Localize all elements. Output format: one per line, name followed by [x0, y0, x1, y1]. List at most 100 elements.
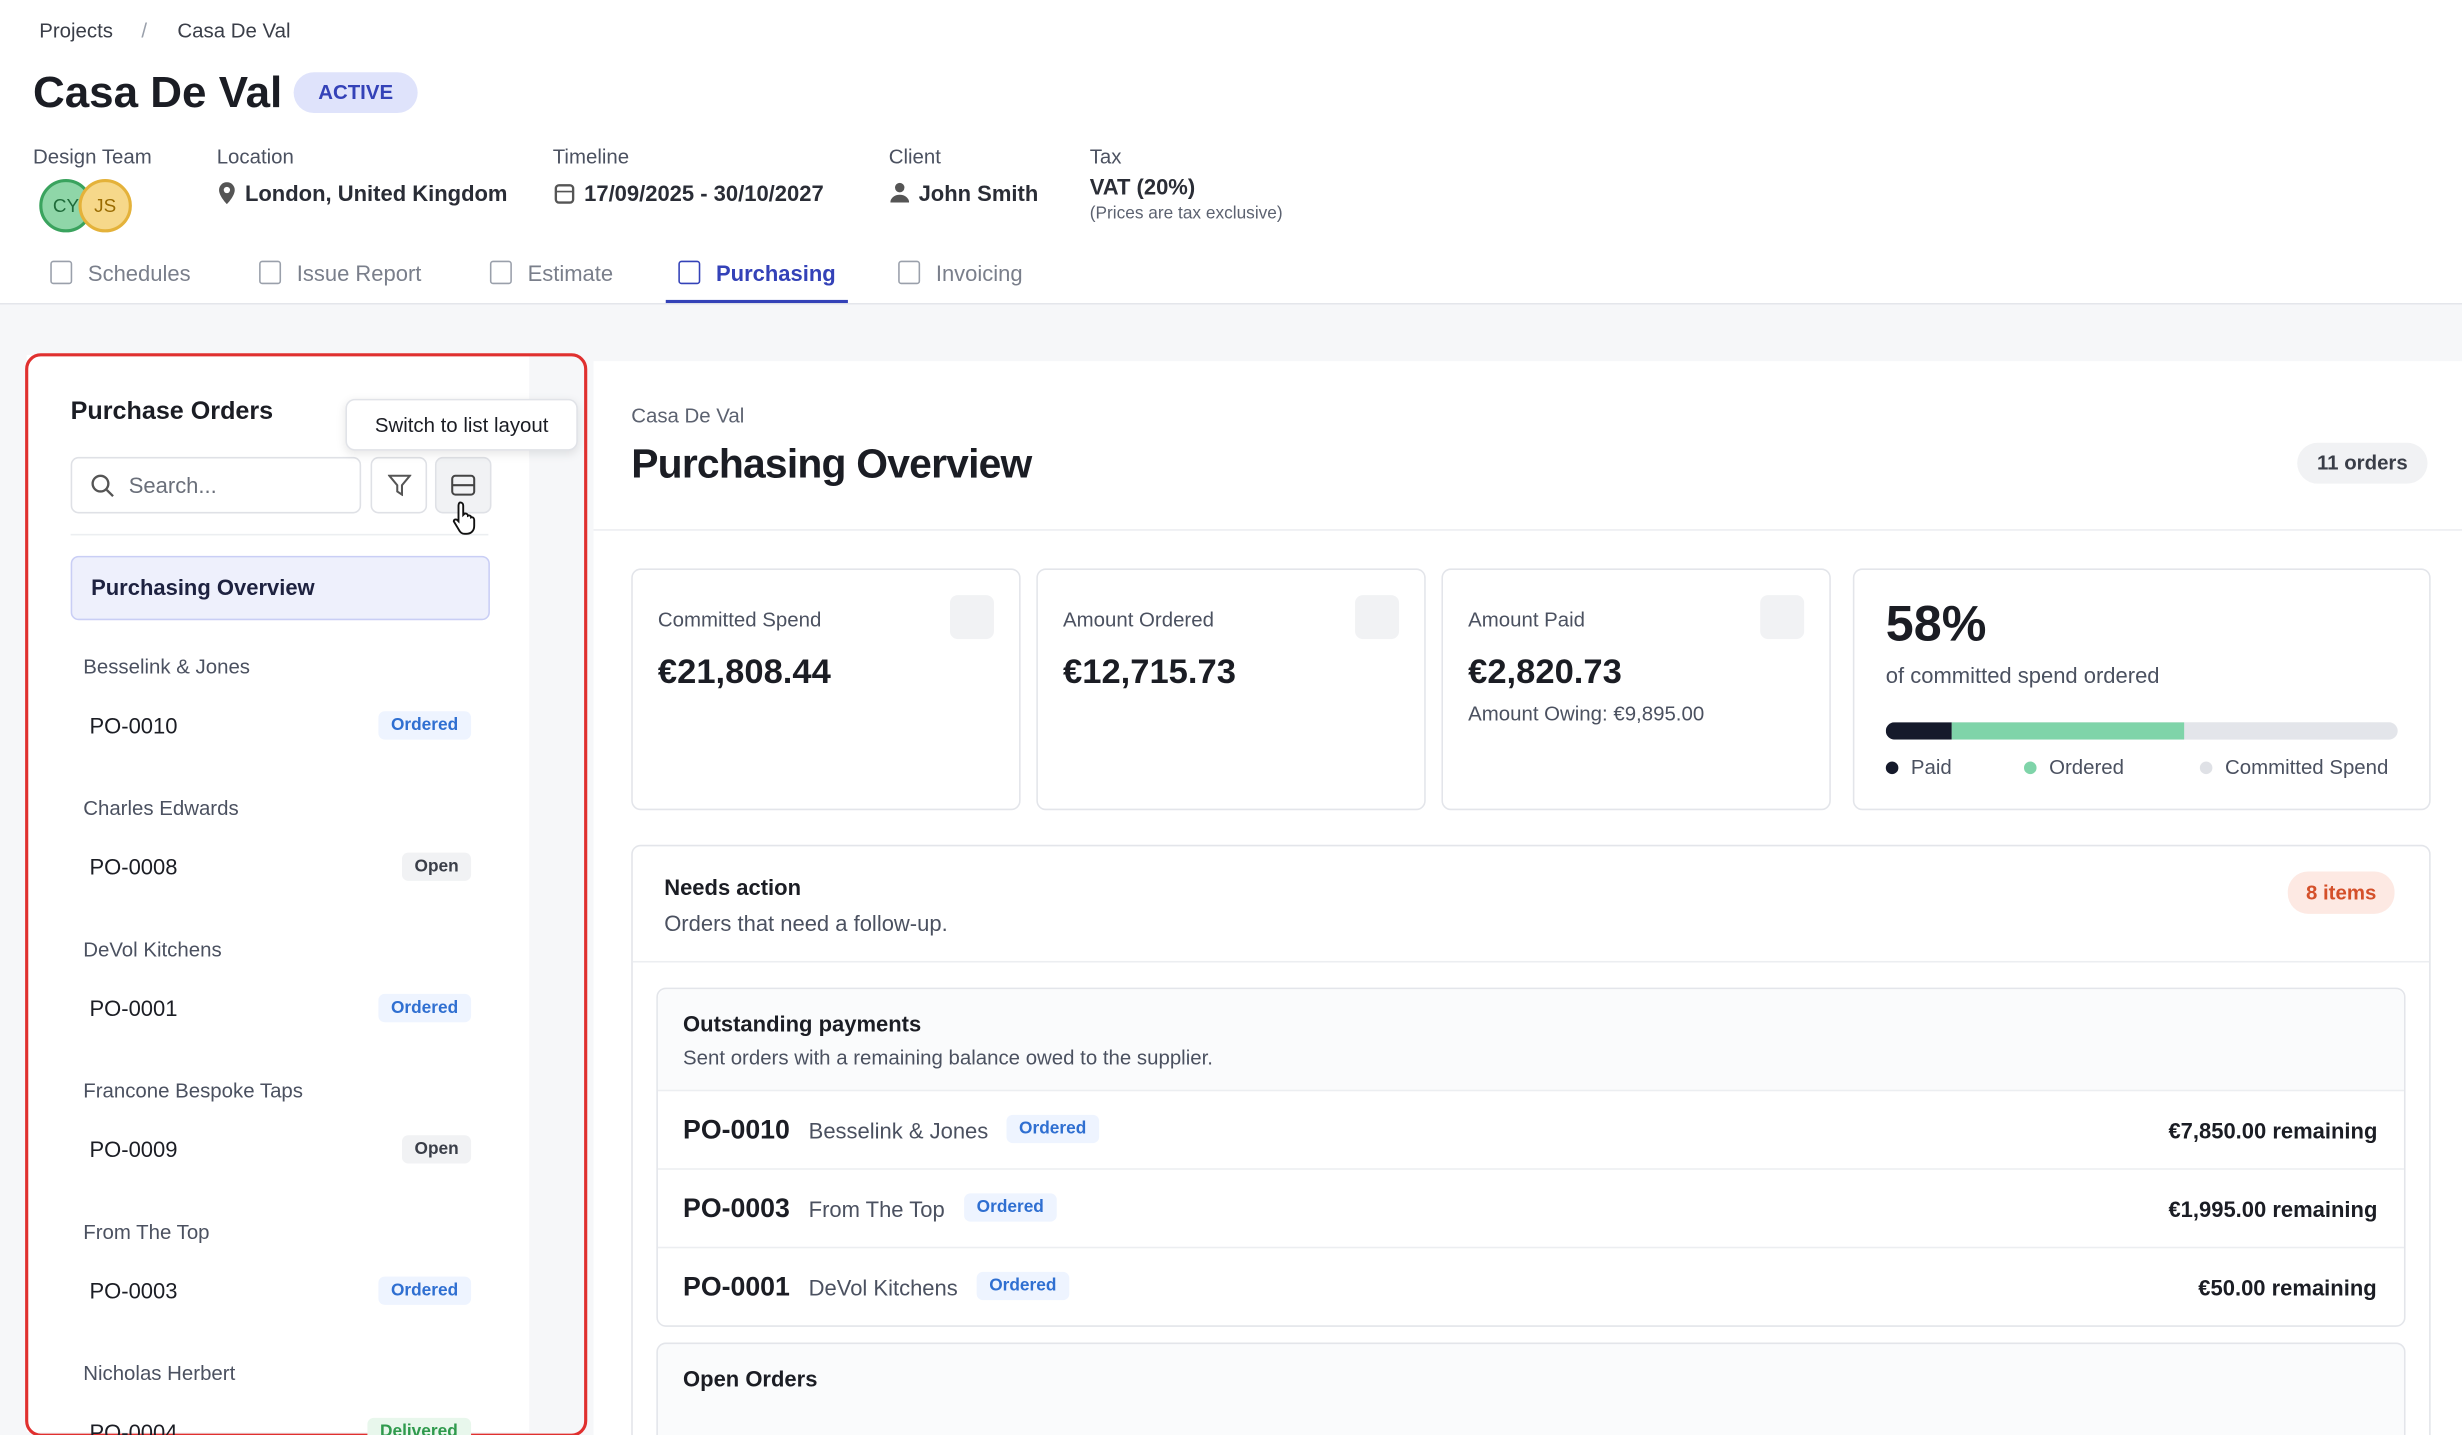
breadcrumb-item[interactable]: Projects [39, 18, 114, 43]
remaining: €1,995.00 remaining [2168, 1196, 2378, 1222]
section-title: Needs action [664, 874, 802, 900]
supplier-name: Besselink & Jones [83, 654, 251, 679]
card-note: Amount Owing: €9,895.00 [1468, 701, 1705, 726]
pin-icon [219, 182, 235, 205]
tab-icon [259, 260, 282, 285]
layout-icon [451, 474, 476, 496]
order-count: 11 orders [2297, 442, 2428, 484]
person-icon [890, 182, 910, 203]
tab-icon [898, 260, 921, 285]
stat-card: Committed Spend €21,808.44 [631, 568, 1021, 811]
supplier-name: DeVol Kitchens [808, 1275, 958, 1301]
divider [632, 960, 2430, 963]
sidebar-title: Purchase Orders [70, 398, 274, 426]
section-title: Outstanding payments [683, 1011, 922, 1037]
legend-dot [2199, 761, 2213, 775]
breadcrumb-separator: / [141, 18, 148, 43]
legend-label: Committed Spend [2224, 755, 2389, 779]
supplier-name: Charles Edwards [83, 796, 239, 820]
progress-track [1885, 722, 2398, 740]
po-number[interactable]: PO-0003 [89, 1278, 178, 1304]
highlight-frame [25, 353, 588, 1435]
search-input[interactable]: Search... [70, 456, 362, 514]
section-subtitle: Orders that need a follow-up. [664, 910, 948, 936]
bar-ordered [1952, 722, 2185, 740]
cursor [452, 501, 476, 535]
tab-underline [665, 299, 848, 304]
row-divider [657, 1168, 2404, 1170]
card-label: Committed Spend [657, 607, 822, 632]
tab-label: Estimate [527, 260, 614, 286]
po-number[interactable]: PO-0001 [89, 995, 178, 1021]
project-title: Casa De Val [32, 67, 283, 117]
po-number[interactable]: PO-0008 [89, 854, 178, 880]
section-subtitle: Sent orders with a remaining balance owe… [683, 1045, 1213, 1070]
meta-value: 17/09/2025 - 30/10/2027 [584, 180, 824, 206]
po-number[interactable]: PO-0010 [683, 1114, 790, 1145]
panel-header [657, 989, 2404, 1090]
po-number[interactable]: PO-0003 [683, 1193, 790, 1224]
po-number[interactable]: PO-0004 [89, 1419, 178, 1435]
status-badge: Ordered [1006, 1114, 1099, 1144]
items-badge: 8 items [2287, 871, 2395, 914]
row-divider [657, 1246, 2404, 1249]
tab[interactable]: Issue Report [259, 260, 422, 286]
po-number[interactable]: PO-0001 [683, 1271, 790, 1302]
search-placeholder: Search... [128, 472, 217, 498]
tab[interactable]: Schedules [50, 260, 191, 286]
tab-icon [678, 260, 701, 285]
status-badge: Ordered [378, 1276, 471, 1305]
progress-percent: 58% [1885, 595, 1987, 652]
status-badge: Ordered [378, 993, 471, 1023]
remaining: €50.00 remaining [2198, 1275, 2377, 1301]
tab-icon [50, 260, 73, 285]
meta-label: Location [216, 144, 294, 169]
meta-label: Design Team [32, 144, 152, 169]
overview-nav-item[interactable]: Purchasing Overview [70, 555, 490, 621]
divider [593, 529, 2462, 531]
po-number[interactable]: PO-0009 [89, 1136, 178, 1162]
divider [70, 533, 489, 536]
status-badge: Ordered [378, 711, 471, 740]
outstanding-panel [656, 987, 2406, 1327]
open-orders-panel [656, 1342, 2406, 1435]
main-breadcrumb: Casa De Val [631, 403, 745, 428]
legend-label: Ordered [2049, 755, 2125, 779]
tooltip: Switch to list layout [345, 398, 578, 451]
tab[interactable]: Invoicing [898, 260, 1023, 286]
avatar[interactable]: JS [78, 179, 132, 233]
supplier-name: Francone Bespoke Taps [83, 1078, 303, 1103]
tab[interactable]: Estimate [489, 260, 614, 286]
card-label: Amount Ordered [1063, 607, 1214, 632]
bar-paid [1885, 722, 1953, 740]
tab[interactable]: Purchasing [678, 260, 836, 286]
filter-button[interactable] [370, 456, 428, 514]
supplier-name: DeVol Kitchens [83, 937, 222, 961]
legend-dot [2023, 761, 2037, 775]
card-label: Amount Paid [1468, 607, 1586, 632]
supplier-name: From The Top [808, 1196, 945, 1222]
card-icon [1760, 595, 1805, 640]
legend-label: Paid [1910, 755, 1952, 779]
meta-label: Timeline [552, 144, 630, 169]
stat-card: Amount Ordered €12,715.73 [1036, 568, 1426, 811]
status-badge: Open [401, 852, 472, 881]
card-amount: €12,715.73 [1063, 651, 1236, 691]
card-icon [949, 595, 994, 640]
supplier-name: Besselink & Jones [808, 1117, 989, 1144]
filter-icon [387, 474, 412, 497]
section-title: Open Orders [683, 1366, 818, 1392]
meta-value: London, United Kingdom [244, 180, 508, 206]
tab-label: Issue Report [296, 260, 422, 286]
meta-value: John Smith [918, 180, 1039, 206]
meta-note: (Prices are tax exclusive) [1089, 204, 1283, 223]
calendar-icon [554, 184, 575, 204]
breadcrumb-item: Casa De Val [177, 18, 291, 43]
card-amount: €21,808.44 [657, 651, 831, 691]
meta-label: Client [888, 144, 941, 169]
tab-label: Invoicing [935, 260, 1023, 286]
meta-value: VAT (20%) [1089, 174, 1196, 200]
po-number[interactable]: PO-0010 [89, 712, 178, 738]
